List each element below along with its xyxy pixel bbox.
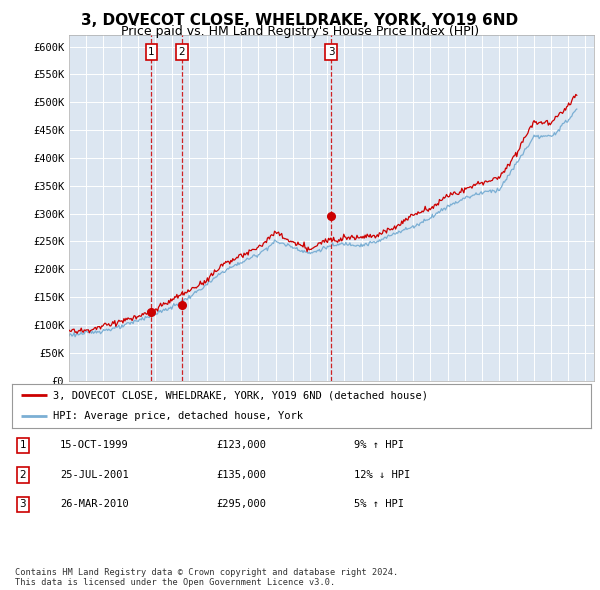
- Text: £295,000: £295,000: [216, 500, 266, 509]
- Text: 9% ↑ HPI: 9% ↑ HPI: [354, 441, 404, 450]
- Text: 12% ↓ HPI: 12% ↓ HPI: [354, 470, 410, 480]
- Text: 3: 3: [328, 47, 334, 57]
- Text: £123,000: £123,000: [216, 441, 266, 450]
- Text: 5% ↑ HPI: 5% ↑ HPI: [354, 500, 404, 509]
- Text: 2: 2: [19, 470, 26, 480]
- Text: £135,000: £135,000: [216, 470, 266, 480]
- Text: 1: 1: [19, 441, 26, 450]
- Text: 25-JUL-2001: 25-JUL-2001: [60, 470, 129, 480]
- Text: 2: 2: [179, 47, 185, 57]
- Text: 26-MAR-2010: 26-MAR-2010: [60, 500, 129, 509]
- Text: 1: 1: [148, 47, 155, 57]
- Text: 3, DOVECOT CLOSE, WHELDRAKE, YORK, YO19 6ND (detached house): 3, DOVECOT CLOSE, WHELDRAKE, YORK, YO19 …: [53, 391, 428, 401]
- Text: 15-OCT-1999: 15-OCT-1999: [60, 441, 129, 450]
- Text: 3, DOVECOT CLOSE, WHELDRAKE, YORK, YO19 6ND: 3, DOVECOT CLOSE, WHELDRAKE, YORK, YO19 …: [82, 13, 518, 28]
- Text: Contains HM Land Registry data © Crown copyright and database right 2024.
This d: Contains HM Land Registry data © Crown c…: [15, 568, 398, 587]
- Text: Price paid vs. HM Land Registry's House Price Index (HPI): Price paid vs. HM Land Registry's House …: [121, 25, 479, 38]
- Text: HPI: Average price, detached house, York: HPI: Average price, detached house, York: [53, 411, 302, 421]
- Text: 3: 3: [19, 500, 26, 509]
